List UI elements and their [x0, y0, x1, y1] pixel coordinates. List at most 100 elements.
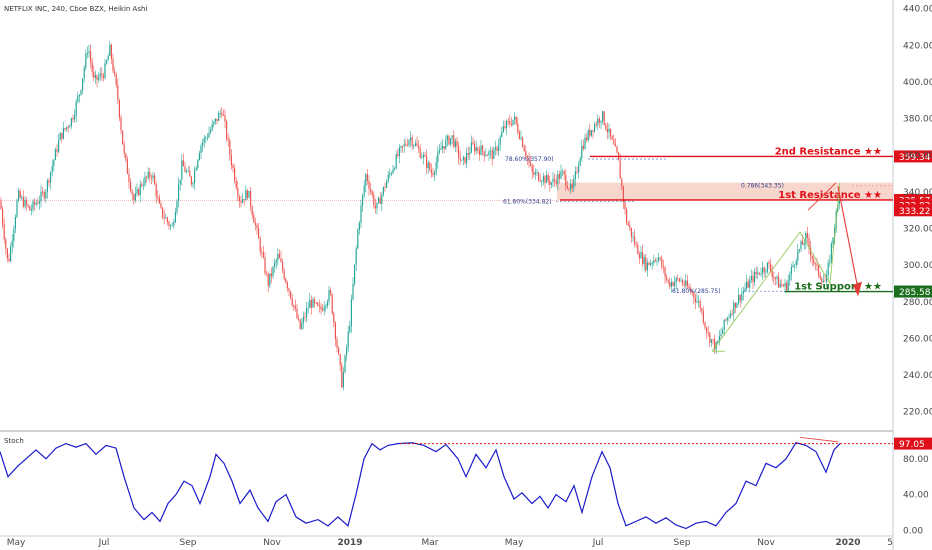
time-tick-label: 5	[887, 538, 893, 548]
candle-body	[805, 233, 807, 244]
candle-body	[331, 294, 333, 314]
candle-body	[422, 155, 424, 158]
price-tick-label: 280.00	[903, 298, 932, 308]
candle-body	[330, 290, 332, 295]
candle-body	[91, 61, 93, 72]
candle-body	[765, 271, 767, 273]
candle-body	[707, 332, 709, 334]
candle-body	[619, 160, 621, 179]
candle-body	[224, 115, 226, 122]
candle-body	[803, 243, 805, 245]
level-label: 1st Support ★★	[794, 282, 882, 293]
candle-body	[838, 201, 840, 204]
candle-body	[150, 177, 152, 179]
candle-body	[685, 280, 687, 286]
candle-body	[349, 326, 351, 332]
candle-body	[334, 322, 336, 340]
time-tick-label: Sep	[674, 538, 691, 548]
candle-body	[152, 175, 154, 179]
candle-body	[114, 71, 116, 74]
candle-body	[448, 136, 450, 145]
candle-body	[766, 262, 768, 272]
candle-body	[520, 137, 522, 139]
fib-label: 78.60%(357.90)	[505, 156, 554, 163]
candle-body	[816, 263, 818, 266]
candle-body	[450, 138, 452, 145]
candle-body	[122, 130, 124, 145]
price-tick-label: 380.00	[903, 115, 932, 125]
candle-body	[170, 225, 172, 227]
candle-body	[507, 120, 509, 122]
candle-body	[235, 180, 237, 189]
candle-body	[357, 230, 359, 249]
candle-body	[342, 372, 344, 388]
candle-body	[134, 193, 136, 201]
candle-body	[42, 191, 44, 193]
candle-body	[234, 167, 236, 181]
candle-body	[669, 282, 671, 287]
candle-body	[547, 174, 549, 181]
candle-body	[502, 126, 504, 133]
candle-body	[571, 183, 573, 189]
candle-body	[120, 117, 122, 131]
candle-body	[230, 155, 232, 166]
candle-body	[301, 322, 303, 329]
candle-body	[387, 174, 389, 182]
candle-body	[578, 165, 580, 173]
candle-body	[157, 196, 159, 198]
candle-body	[437, 152, 439, 163]
candle-body	[149, 171, 151, 178]
candle-body	[720, 333, 722, 337]
candle-body	[771, 271, 773, 277]
candle-body	[582, 145, 584, 149]
candle-body	[451, 135, 453, 139]
candle-body	[270, 273, 272, 277]
candle-body	[352, 283, 354, 300]
candle-body	[0, 201, 2, 210]
fib-label: 0.786(343.35)	[741, 183, 784, 190]
candle-body	[563, 171, 565, 175]
candle-body	[610, 128, 612, 137]
candle-body	[310, 300, 312, 308]
candle-body	[672, 282, 674, 286]
candle-body	[13, 228, 15, 241]
candle-body	[338, 347, 340, 355]
candle-body	[339, 354, 341, 366]
candle-body	[718, 336, 720, 342]
candle-body	[102, 75, 104, 79]
candle-body	[112, 59, 114, 72]
candle-body	[117, 85, 119, 100]
candle-body	[370, 188, 372, 192]
candle-body	[534, 172, 536, 175]
candle-body	[834, 228, 836, 238]
candle-body	[394, 168, 396, 170]
candle-body	[798, 249, 800, 251]
candle-body	[515, 116, 517, 124]
candle-body	[757, 272, 759, 274]
candle-body	[789, 274, 791, 281]
candle-body	[443, 145, 445, 149]
candle-body	[67, 126, 69, 128]
level-label: 1st Resistance ★★	[778, 190, 882, 201]
candle-body	[682, 280, 684, 284]
candle-body	[368, 180, 370, 189]
candle-body	[731, 313, 733, 315]
candle-body	[509, 120, 511, 124]
candle-body	[642, 252, 644, 265]
candle-body	[557, 174, 559, 185]
candle-body	[392, 169, 394, 174]
candle-body	[53, 159, 55, 166]
candle-body	[810, 247, 812, 257]
candle-body	[438, 149, 440, 153]
candle-body	[469, 152, 471, 155]
candle-body	[344, 355, 346, 373]
candle-body	[80, 89, 82, 95]
candle-body	[243, 199, 245, 201]
candle-body	[379, 197, 381, 204]
candle-body	[355, 248, 357, 265]
candle-body	[101, 73, 103, 76]
fib-label: 61.80%(334.82)	[503, 198, 552, 205]
time-tick-label: Sep	[180, 538, 197, 548]
candle-body	[581, 145, 583, 159]
